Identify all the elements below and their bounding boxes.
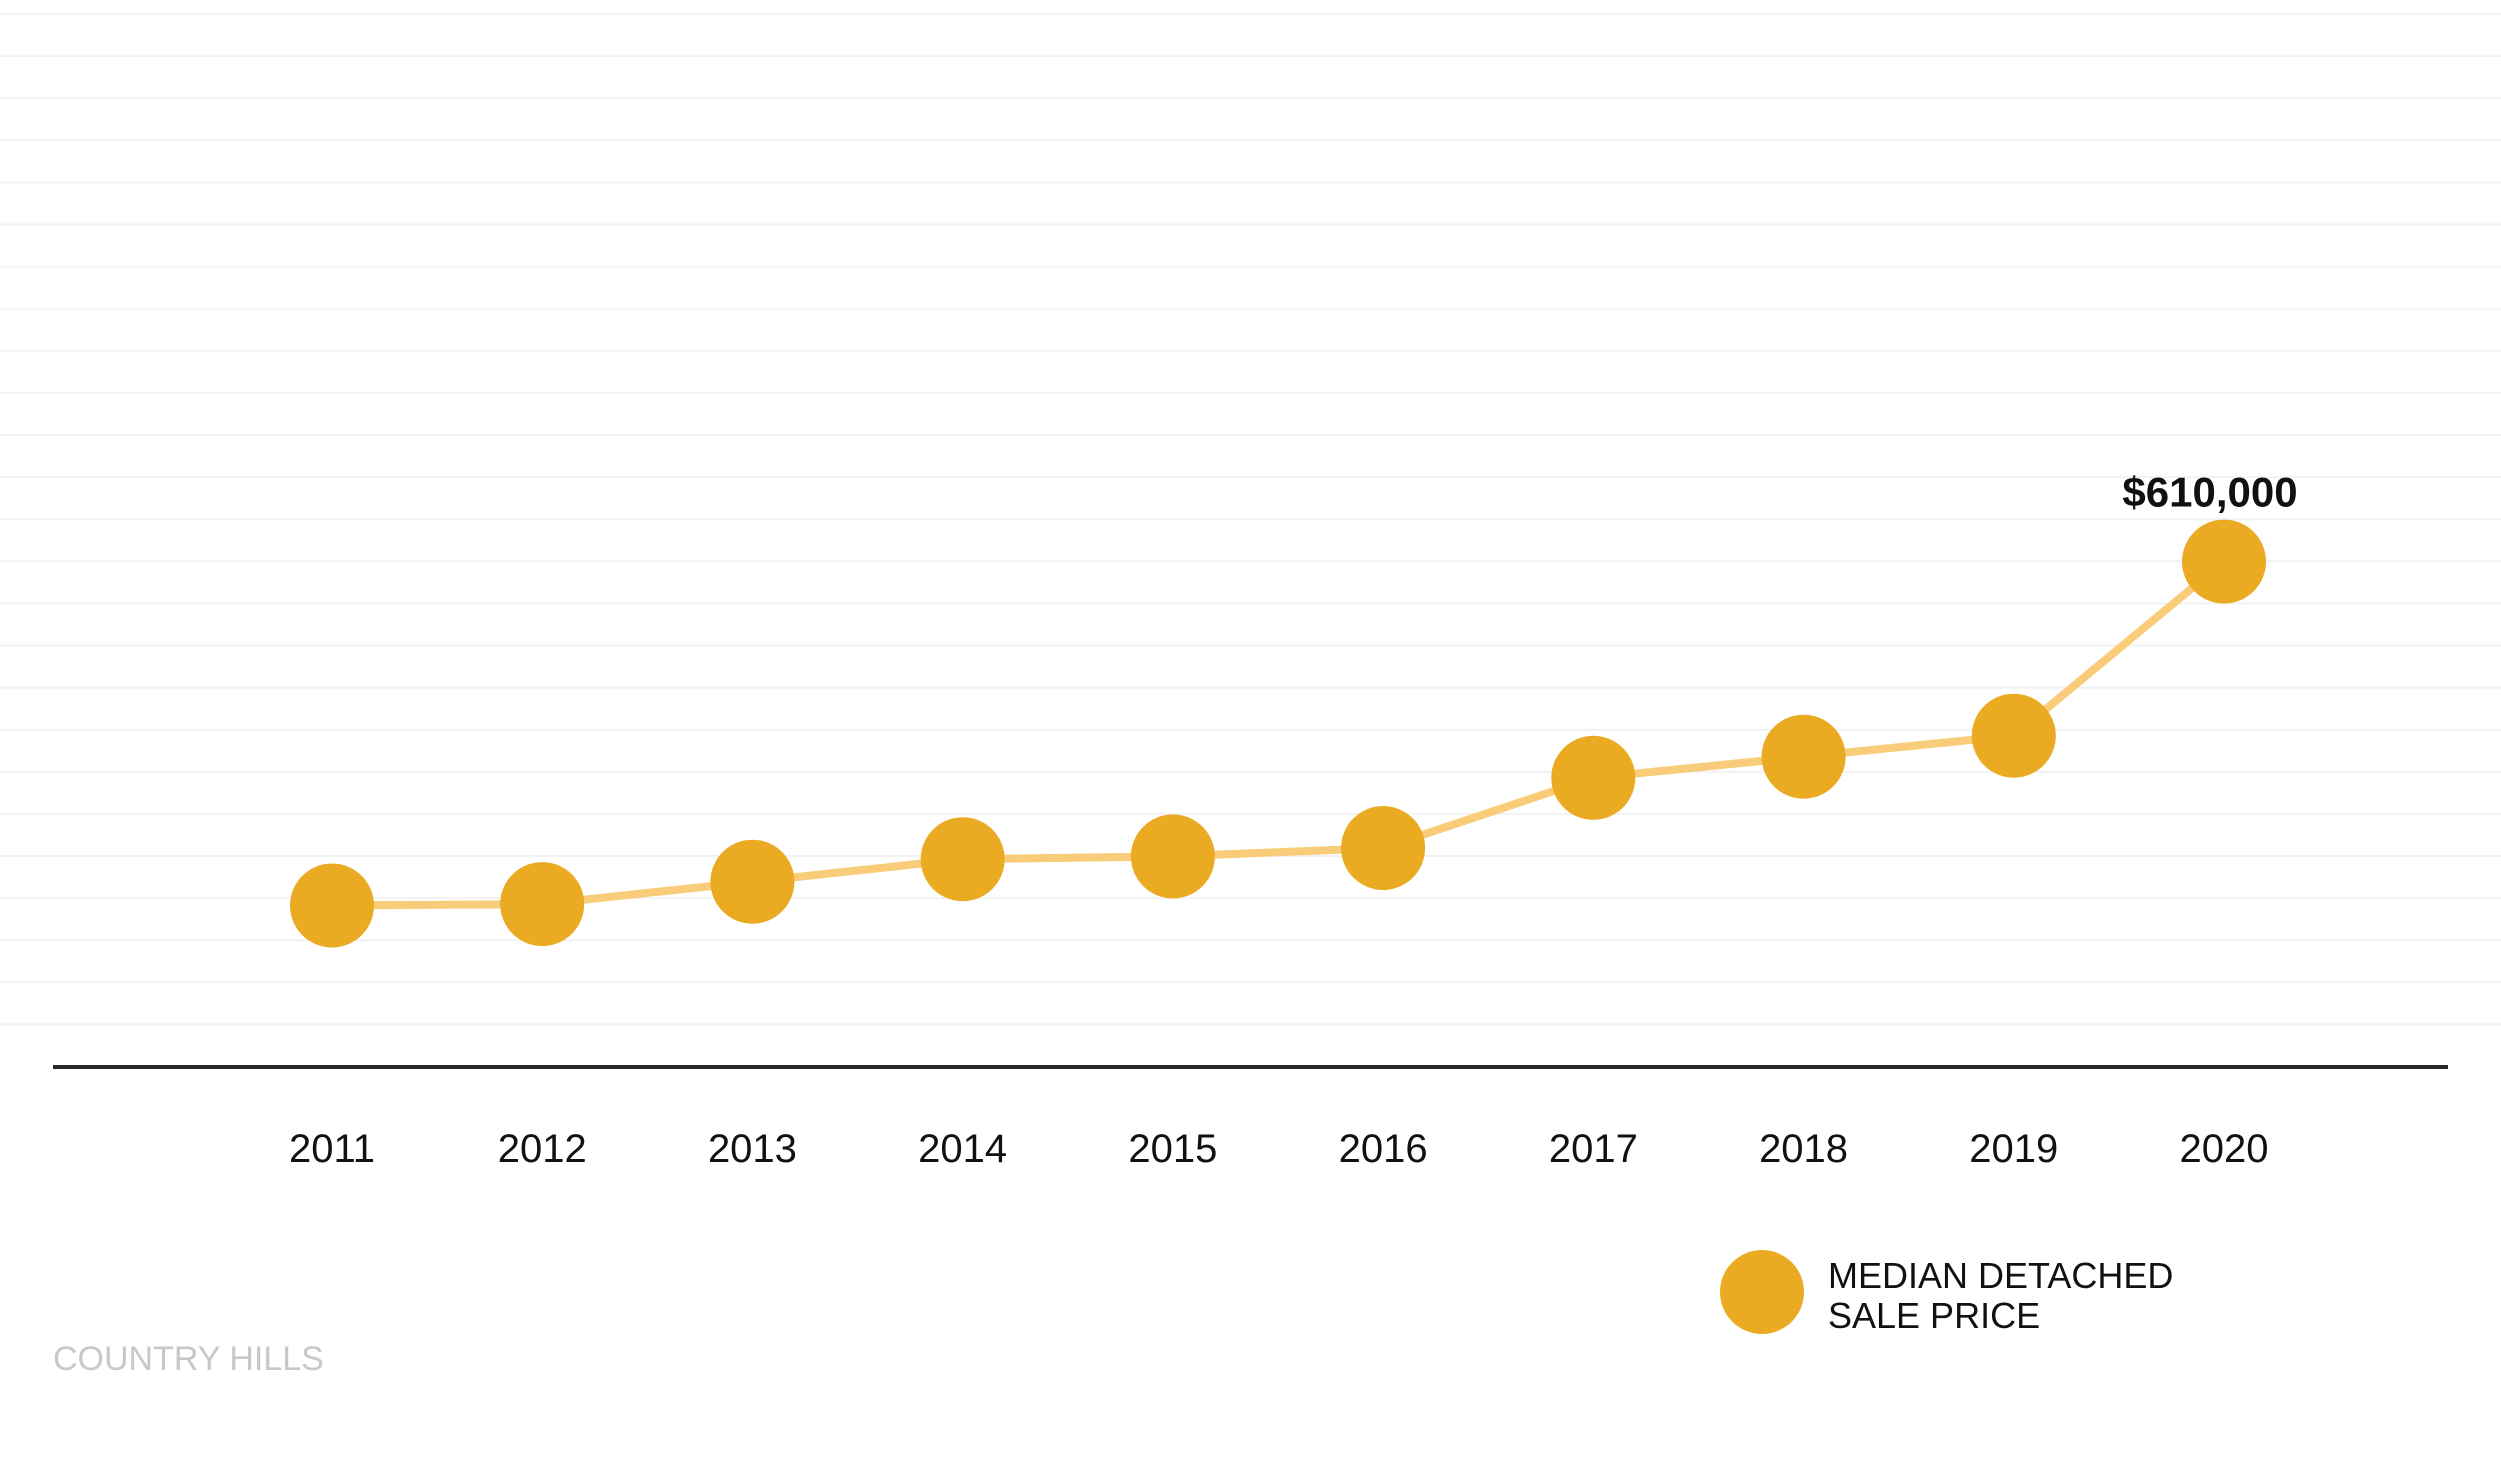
x-tick-label: 2014 (918, 1127, 1007, 1171)
legend-label-line-1: MEDIAN DETACHED (1828, 1255, 2173, 1296)
x-tick-label: 2015 (1128, 1127, 1217, 1171)
x-tick-labels: 2011 2012 2013 2014 2015 2016 2017 2018 2019 2020 (289, 1127, 2269, 1171)
data-point-2012 (500, 862, 585, 947)
x-tick-label: 2016 (1339, 1127, 1428, 1171)
data-labels: $610,000 (2122, 469, 2297, 516)
data-point-2018 (1761, 714, 1846, 799)
x-tick-label: 2017 (1549, 1127, 1638, 1171)
x-tick-label: 2012 (498, 1127, 587, 1171)
data-points (290, 519, 2266, 948)
gridlines (0, 13, 2501, 1026)
legend: MEDIAN DETACHED SALE PRICE (1720, 1250, 2173, 1336)
data-point-2016 (1341, 806, 1426, 890)
footer-label: COUNTRY HILLS (53, 1340, 324, 1378)
x-tick-label: 2020 (2180, 1127, 2269, 1171)
data-label-2020: $610,000 (2122, 469, 2297, 516)
data-point-2017 (1551, 735, 1636, 820)
x-tick-label: 2018 (1759, 1127, 1848, 1171)
x-tick-label: 2011 (289, 1127, 375, 1171)
data-point-2014 (920, 817, 1005, 902)
data-point-2013 (710, 839, 795, 924)
data-point-2011 (290, 863, 374, 948)
series-line (331, 558, 2227, 910)
legend-label-line-2: SALE PRICE (1828, 1295, 2040, 1336)
data-point-2020 (2182, 519, 2266, 604)
legend-marker (1720, 1250, 1804, 1334)
x-tick-label: 2019 (1969, 1127, 2058, 1171)
data-point-2019 (1971, 693, 2056, 778)
data-point-2015 (1130, 814, 1215, 899)
x-tick-label: 2013 (708, 1127, 797, 1171)
